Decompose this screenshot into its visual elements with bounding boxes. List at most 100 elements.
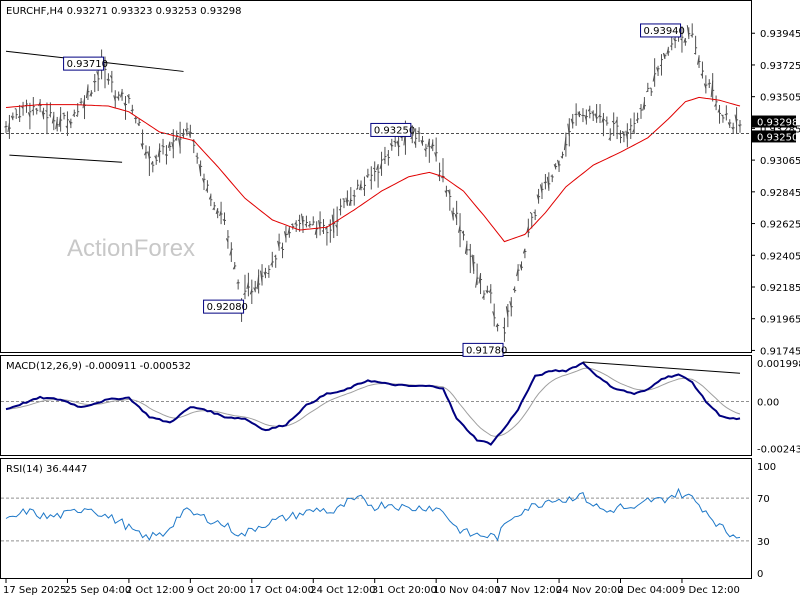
price-bar bbox=[461, 230, 465, 241]
price-bar bbox=[62, 112, 66, 120]
price-bar-open bbox=[304, 223, 307, 226]
price-bar-open bbox=[178, 138, 181, 148]
price-bar bbox=[563, 132, 568, 157]
price-bar bbox=[120, 88, 124, 101]
price-bar bbox=[721, 114, 725, 123]
price-bar-open bbox=[717, 108, 720, 113]
price-bar-open bbox=[232, 266, 236, 270]
price-bar bbox=[348, 187, 353, 206]
price-bar bbox=[294, 220, 298, 232]
price-bar bbox=[89, 90, 93, 97]
price-bar bbox=[427, 138, 431, 163]
price-bar bbox=[478, 273, 483, 295]
annotation-box bbox=[462, 342, 504, 357]
price-bar-open bbox=[410, 136, 413, 140]
annotation-box bbox=[640, 23, 682, 38]
price-bar bbox=[222, 212, 226, 225]
price-bar bbox=[608, 128, 612, 141]
price-bar bbox=[243, 274, 247, 300]
annotation-label: 0.93250 bbox=[374, 125, 415, 136]
price-bar-open bbox=[365, 175, 369, 178]
price-bar bbox=[468, 243, 472, 274]
main-pane[interactable] bbox=[0, 0, 752, 353]
price-bar-open bbox=[454, 214, 458, 219]
price-bar-open bbox=[400, 136, 403, 139]
price-bar-open bbox=[485, 290, 488, 294]
main-y-tick-label: 0.92845 bbox=[760, 188, 800, 199]
price-bar bbox=[7, 114, 11, 139]
price-bar bbox=[625, 123, 629, 148]
price-bar-open bbox=[652, 73, 656, 82]
price-bar-open bbox=[307, 224, 311, 227]
price-bar-open bbox=[85, 85, 89, 99]
price-bar-open bbox=[389, 143, 393, 147]
price-bar-open bbox=[372, 167, 376, 170]
price-bar-open bbox=[338, 208, 341, 211]
price-bar bbox=[683, 38, 687, 46]
x-tick-label: 24 Nov 20:00 bbox=[556, 585, 623, 596]
price-bar-open bbox=[134, 117, 136, 120]
price-bar-open bbox=[202, 178, 205, 184]
price-bar bbox=[475, 263, 479, 288]
main-y-tick-label: 0.93285 bbox=[760, 124, 800, 135]
price-bar bbox=[280, 242, 285, 259]
price-bar bbox=[65, 111, 69, 136]
macd-pane[interactable] bbox=[0, 355, 752, 456]
price-bar-open bbox=[4, 125, 7, 128]
price-bar-open bbox=[492, 311, 495, 317]
x-tick-label: 9 Dec 12:00 bbox=[679, 585, 740, 596]
price-bar bbox=[167, 141, 172, 151]
price-bar-open bbox=[297, 219, 300, 222]
price-bar bbox=[567, 118, 571, 147]
price-bar bbox=[130, 104, 134, 114]
price-bar bbox=[79, 97, 83, 105]
price-bar-open bbox=[359, 182, 362, 191]
price-bar bbox=[85, 84, 90, 100]
price-bar-open bbox=[670, 45, 672, 47]
macd-signal-line bbox=[5, 367, 741, 437]
price-bar bbox=[147, 146, 151, 176]
main-y-tick-label: 0.91965 bbox=[760, 315, 800, 326]
price-bar-open bbox=[150, 160, 154, 165]
price-bar-open bbox=[591, 111, 594, 115]
price-bar-open bbox=[656, 67, 659, 73]
price-bar-open bbox=[598, 114, 601, 118]
price-bar bbox=[236, 279, 240, 290]
price-bar-open bbox=[171, 141, 174, 149]
price-bar-open bbox=[697, 56, 700, 65]
price-bar-open bbox=[113, 95, 116, 102]
price-bar bbox=[594, 104, 599, 123]
price-bar bbox=[601, 112, 605, 137]
price-bar bbox=[338, 198, 343, 216]
price-bar-open bbox=[376, 164, 379, 171]
price-bar bbox=[202, 173, 206, 191]
price-bar-open bbox=[198, 164, 202, 175]
macd-y-tick-label: 0.001998 bbox=[757, 359, 800, 370]
price-bar bbox=[522, 248, 527, 259]
price-bar bbox=[649, 87, 653, 96]
price-bar bbox=[611, 112, 616, 137]
price-bar-open bbox=[48, 114, 51, 116]
price-bar bbox=[4, 121, 8, 133]
price-bar-open bbox=[17, 115, 21, 119]
rsi-line bbox=[5, 487, 741, 542]
price-bar-open bbox=[700, 73, 703, 77]
price-bar-open bbox=[45, 110, 48, 113]
price-bar bbox=[171, 129, 175, 159]
rsi-pane[interactable] bbox=[0, 458, 752, 579]
price-bar-open bbox=[464, 243, 468, 254]
price-bar-open bbox=[635, 119, 638, 122]
price-bar-open bbox=[502, 326, 505, 329]
price-bar-open bbox=[188, 131, 191, 138]
price-bar bbox=[492, 303, 496, 327]
rsi-y-tick-label: 100 bbox=[757, 462, 776, 473]
main-y-tick-label: 0.91745 bbox=[760, 346, 800, 357]
price-bar-open bbox=[109, 75, 113, 79]
price-bar bbox=[495, 323, 500, 332]
price-bar-open bbox=[291, 223, 294, 226]
price-bar bbox=[161, 138, 165, 155]
price-bar bbox=[471, 254, 476, 274]
price-bar bbox=[618, 130, 623, 144]
rsi-y-tick-label: 30 bbox=[757, 537, 770, 548]
price-bar bbox=[393, 135, 397, 147]
